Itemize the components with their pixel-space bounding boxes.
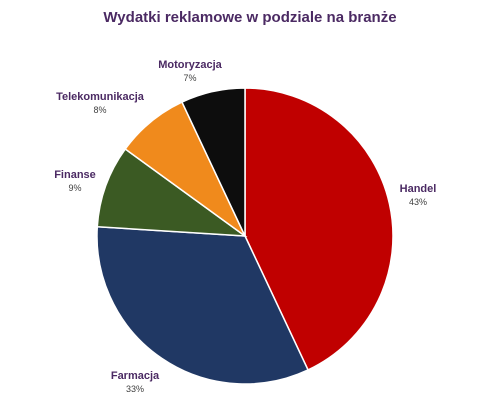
pie-slice-farmacja bbox=[96, 225, 310, 385]
slice-label-handel: Handel bbox=[400, 183, 437, 195]
pie-slice-handel bbox=[244, 87, 394, 371]
chart-title: Wydatki reklamowe w podziale na branże bbox=[103, 9, 396, 26]
slice-value-farmacja: 33% bbox=[126, 384, 144, 394]
pie-slice-finanse bbox=[96, 147, 248, 237]
pie-slice-motoryzacja bbox=[180, 87, 246, 237]
slice-value-motoryzacja: 7% bbox=[183, 73, 196, 83]
slice-label-telekomunikacja: Telekomunikacja bbox=[56, 91, 145, 103]
slice-label-motoryzacja: Motoryzacja bbox=[158, 59, 222, 71]
slice-value-handel: 43% bbox=[409, 197, 427, 207]
pie-slices bbox=[96, 87, 394, 385]
pie-labels: Handel 43% Farmacja 33% Finanse 9% Telekomunik… bbox=[54, 59, 436, 394]
slice-label-finanse: Finanse bbox=[54, 169, 96, 181]
slice-label-farmacja: Farmacja bbox=[111, 370, 160, 382]
slice-value-finanse: 9% bbox=[68, 183, 81, 193]
slice-value-telekomunikacja: 8% bbox=[93, 105, 106, 115]
